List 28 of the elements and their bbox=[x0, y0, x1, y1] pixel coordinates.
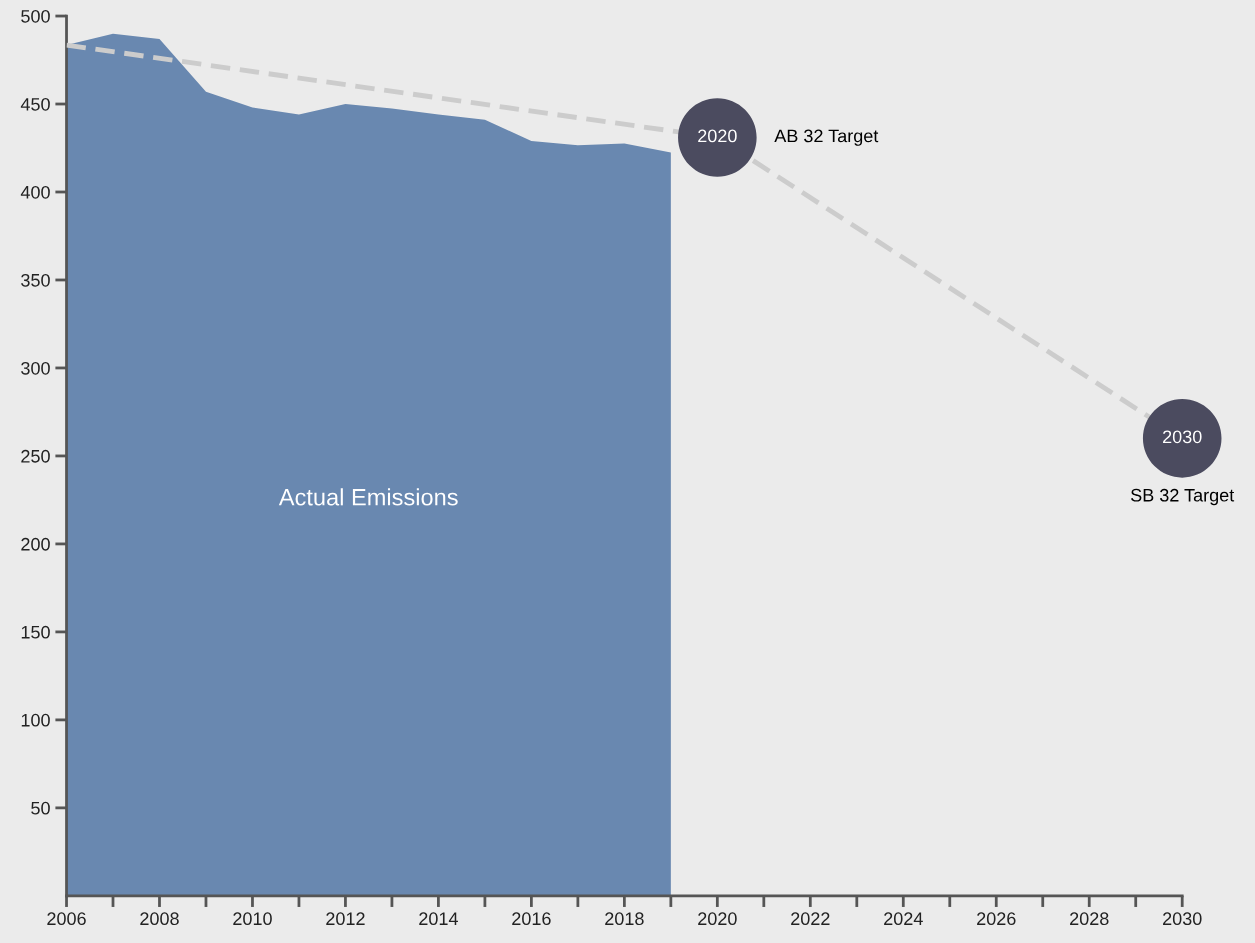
y-tick-label: 300 bbox=[21, 361, 50, 375]
x-tick-label: 2028 bbox=[1070, 912, 1109, 926]
series-label: AB 32 Target bbox=[774, 129, 879, 146]
y-tick-label: 250 bbox=[21, 449, 50, 463]
y-tick-label: 350 bbox=[21, 273, 50, 287]
series-label: SB 32 Target bbox=[1131, 488, 1235, 506]
y-tick-label: 400 bbox=[20, 185, 50, 199]
y-tick-label: 200 bbox=[21, 537, 50, 551]
x-tick-label: 2018 bbox=[605, 912, 644, 926]
x-tick-label: 2008 bbox=[140, 912, 179, 926]
x-tick-label: 2014 bbox=[419, 912, 458, 926]
series-label: Actual Emissions bbox=[278, 488, 458, 506]
y-tick-label: 500 bbox=[21, 9, 50, 23]
x-tick-label: 2010 bbox=[233, 912, 272, 926]
x-tick-label: 2030 bbox=[1163, 912, 1202, 926]
x-tick-label: 2022 bbox=[791, 912, 830, 926]
annotation: 2030 bbox=[1163, 430, 1202, 444]
x-tick-label: 2012 bbox=[326, 912, 365, 926]
x-tick-label: 2006 bbox=[47, 912, 86, 926]
x-tick-label: 2020 bbox=[698, 912, 737, 926]
x-tick-label: 2024 bbox=[884, 912, 923, 926]
y-tick-label: 450 bbox=[20, 97, 50, 111]
x-tick-label: 2016 bbox=[512, 912, 551, 926]
y-tick-label: 150 bbox=[21, 625, 50, 639]
y-tick-label: 50 bbox=[31, 801, 50, 815]
y-tick-label: 100 bbox=[21, 713, 50, 727]
annotation: 2020 bbox=[698, 129, 737, 143]
x-tick-label: 2026 bbox=[977, 912, 1016, 926]
